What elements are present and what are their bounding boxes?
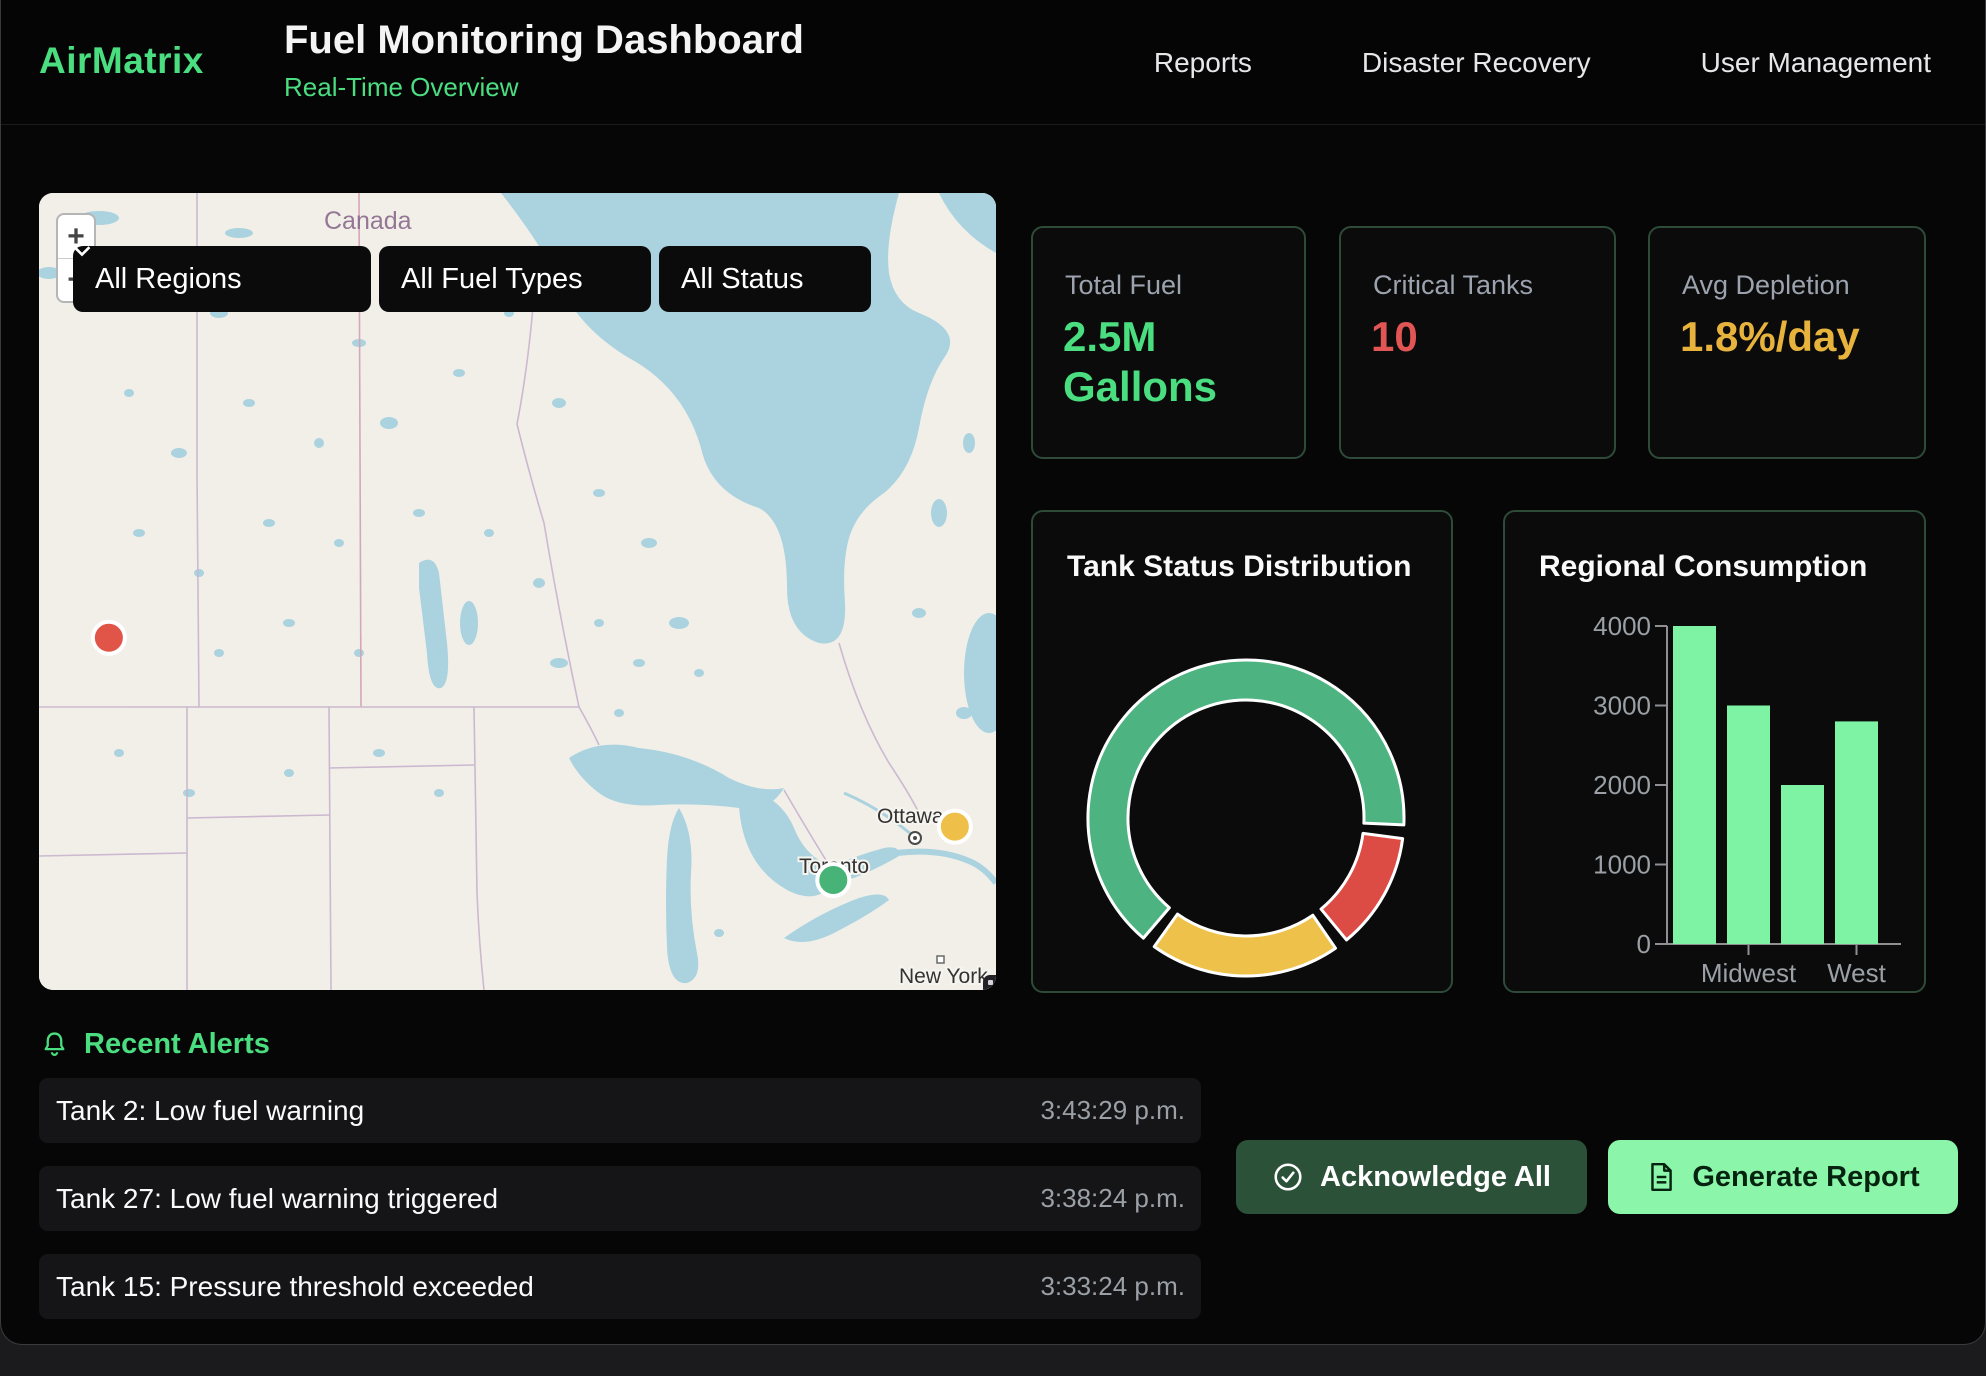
acknowledge-all-button[interactable]: Acknowledge All [1236, 1140, 1587, 1214]
fuel-type-filter-select[interactable]: All Fuel Types [73, 246, 651, 312]
ottawa-town-symbol [908, 831, 922, 845]
document-icon [1651, 1162, 1673, 1192]
alerts-title: Recent Alerts [84, 1028, 270, 1060]
status-filter-value: All Status [681, 262, 804, 295]
bar-Midwest [1727, 705, 1770, 944]
critical-tank-marker[interactable] [90, 619, 127, 656]
page-subtitle: Real-Time Overview [284, 72, 519, 102]
fuel-type-filter-value: All Fuel Types [401, 262, 583, 295]
chevron-down-icon [73, 246, 91, 257]
kpi-value: 1.8%/day [1680, 313, 1860, 360]
bar-region-0 [1673, 626, 1716, 944]
main-nav: Reports Disaster Recovery User Managemen… [1154, 0, 1931, 125]
x-axis-tick-label: Midwest [1701, 958, 1797, 988]
map-resize-grip[interactable] [983, 975, 996, 990]
chart-title: Tank Status Distribution [1067, 550, 1412, 583]
alert-timestamp: 3:43:29 p.m. [1040, 1095, 1185, 1125]
alert-text: Tank 15: Pressure threshold exceeded [56, 1270, 534, 1302]
generate-report-label: Generate Report [1692, 1160, 1920, 1193]
dashboard-window: AirMatrix Fuel Monitoring Dashboard Real… [0, 0, 1986, 1345]
alert-timestamp: 3:38:24 p.m. [1040, 1183, 1185, 1213]
tank-markers-layer [90, 619, 973, 899]
regional-consumption-card: Regional Consumption 0 1000 2000 3000 4000 Mi… [1503, 510, 1926, 993]
acknowledge-all-label: Acknowledge All [1320, 1160, 1551, 1193]
nav-disaster-recovery[interactable]: Disaster Recovery [1361, 46, 1591, 78]
tank-map[interactable]: Canada Ottawa Toronto New York + − All R… [39, 193, 996, 990]
map-water-sliver [774, 193, 814, 233]
map-filters: All Regions All Fuel Types All Status [73, 246, 871, 312]
app-header: AirMatrix Fuel Monitoring Dashboard Real… [1, 0, 1985, 125]
map-lake-erie [784, 894, 889, 942]
map-borders [39, 193, 920, 990]
map-small-lakes [39, 211, 975, 937]
alert-row[interactable]: Tank 15: Pressure threshold exceeded 3:3… [39, 1254, 1201, 1319]
donut-segment-yellow [1152, 912, 1337, 978]
map-lake-huron [738, 788, 833, 897]
map-st-lawrence-river [896, 848, 996, 885]
kpi-value: 10 [1371, 313, 1418, 360]
kpi-value: 2.5M Gallons [1063, 313, 1218, 410]
brand-logo: AirMatrix [39, 40, 204, 81]
alert-timestamp: 3:33:24 p.m. [1040, 1271, 1185, 1301]
kpi-label: Avg Depletion [1682, 270, 1850, 300]
ok-tank-marker[interactable] [815, 862, 852, 899]
newyork-town-symbol [936, 955, 945, 964]
map-zoom-in-button[interactable]: + [67, 219, 85, 253]
map-water-corner [939, 193, 996, 253]
nav-reports[interactable]: Reports [1153, 46, 1252, 78]
check-circle-icon [1274, 1163, 1302, 1191]
y-axis-tick-label: 4000 [1593, 611, 1651, 641]
generate-report-button[interactable]: Generate Report [1608, 1140, 1958, 1214]
warning-tank-marker[interactable] [936, 808, 973, 845]
tank-status-card: Tank Status Distribution [1031, 510, 1453, 993]
map-label-canada: Canada [324, 207, 412, 235]
map-label-ottawa: Ottawa [877, 805, 944, 828]
donut-segment-red [1319, 831, 1405, 942]
alerts-header: Recent Alerts [41, 1028, 270, 1061]
nav-user-management[interactable]: User Management [1700, 46, 1931, 78]
kpi-card-total-fuel: Total Fuel 2.5M Gallons [1031, 226, 1306, 459]
alert-text: Tank 27: Low fuel warning triggered [56, 1182, 499, 1214]
regional-consumption-bar-chart: 0 1000 2000 3000 4000 Midwest West [1593, 611, 1901, 988]
map-lake-michigan [666, 808, 699, 984]
tank-status-donut-chart [1086, 658, 1406, 978]
bar-West [1835, 721, 1878, 944]
region-filter-value: All Regions [95, 262, 242, 295]
y-axis-tick-label: 3000 [1593, 691, 1651, 721]
map-lake-superior [569, 744, 784, 809]
map-ottawa-river [843, 791, 912, 836]
bar-region-2 [1781, 785, 1824, 944]
map-label-new-york: New York [899, 965, 988, 988]
bell-icon [44, 1031, 65, 1056]
y-axis-tick-label: 2000 [1593, 770, 1651, 800]
kpi-label: Critical Tanks [1373, 270, 1534, 300]
alert-row[interactable]: Tank 27: Low fuel warning triggered 3:38… [39, 1166, 1201, 1231]
kpi-label: Total Fuel [1065, 270, 1183, 300]
alert-text: Tank 2: Low fuel warning [56, 1094, 365, 1126]
chart-title: Regional Consumption [1539, 550, 1868, 583]
status-filter-select[interactable]: All Status [73, 246, 871, 312]
region-filter-select[interactable]: All Regions [73, 246, 371, 312]
page-title: Fuel Monitoring Dashboard [284, 18, 804, 62]
y-axis-tick-label: 0 [1637, 929, 1651, 959]
alert-row[interactable]: Tank 2: Low fuel warning 3:43:29 p.m. [39, 1078, 1201, 1143]
y-axis-tick-label: 1000 [1593, 850, 1651, 880]
donut-segment-green [1086, 658, 1406, 940]
kpi-card-avg-depletion: Avg Depletion 1.8%/day [1648, 226, 1926, 459]
map-lake-winnipeg [419, 559, 449, 689]
x-axis-tick-label: West [1827, 958, 1887, 988]
kpi-card-critical-tanks: Critical Tanks 10 [1339, 226, 1616, 459]
map-canvas[interactable]: Canada Ottawa Toronto New York [39, 193, 996, 990]
